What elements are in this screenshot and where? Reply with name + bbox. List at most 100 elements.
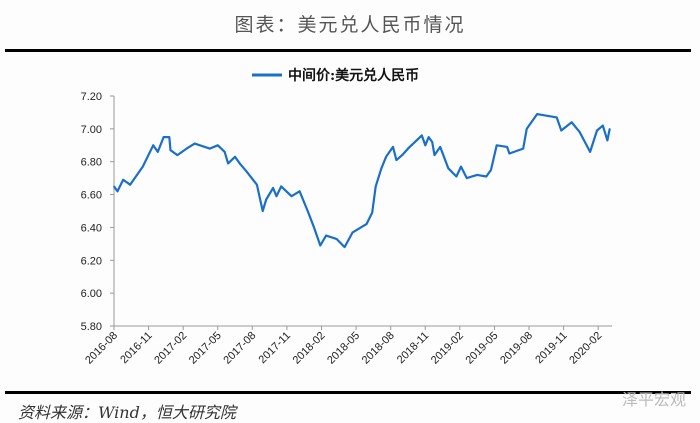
y-tick-label: 5.80 bbox=[81, 321, 102, 333]
data-point bbox=[312, 224, 315, 227]
data-point bbox=[490, 169, 492, 171]
data-point bbox=[306, 210, 309, 212]
data-point bbox=[427, 136, 430, 138]
y-tick-label: 6.80 bbox=[81, 157, 102, 169]
y-tick-label: 6.60 bbox=[81, 190, 102, 202]
x-tick-label: 2019-02 bbox=[429, 330, 466, 367]
data-point bbox=[522, 147, 525, 150]
data-point bbox=[325, 234, 327, 237]
x-tick-label: 2019-08 bbox=[498, 330, 535, 367]
x-tick-label: 2017-05 bbox=[187, 330, 224, 367]
data-point bbox=[439, 146, 442, 148]
data-point bbox=[176, 154, 179, 156]
data-point bbox=[601, 124, 604, 127]
data-point bbox=[447, 167, 450, 170]
data-point bbox=[589, 151, 591, 153]
data-point bbox=[407, 147, 409, 150]
data-point bbox=[351, 231, 354, 234]
x-tick-label: 2018-02 bbox=[291, 330, 328, 367]
data-point bbox=[142, 165, 144, 168]
x-tick-label: 2019-05 bbox=[464, 330, 501, 367]
data-point bbox=[256, 183, 258, 186]
data-point bbox=[465, 177, 468, 179]
data-point bbox=[343, 246, 346, 248]
y-tick-label: 6.20 bbox=[81, 255, 102, 267]
y-tick-label: 7.20 bbox=[81, 91, 102, 103]
data-point bbox=[395, 159, 398, 161]
data-point bbox=[401, 154, 403, 156]
x-tick-label: 2017-11 bbox=[257, 330, 293, 366]
data-point bbox=[185, 147, 188, 150]
data-point bbox=[261, 210, 264, 212]
bottom-rule bbox=[5, 391, 691, 394]
x-tick-label: 2018-11 bbox=[395, 330, 431, 366]
data-point bbox=[238, 162, 241, 165]
x-tick-label: 2016-11 bbox=[118, 330, 154, 366]
data-point bbox=[508, 152, 511, 155]
data-point bbox=[335, 238, 338, 240]
data-point bbox=[265, 198, 267, 201]
data-point bbox=[113, 185, 115, 188]
data-point bbox=[596, 129, 598, 132]
data-point bbox=[272, 187, 274, 189]
data-point bbox=[374, 185, 377, 188]
x-tick-label: 2019-11 bbox=[533, 330, 569, 366]
data-point bbox=[495, 144, 498, 147]
data-point bbox=[152, 144, 154, 147]
data-point bbox=[608, 128, 611, 130]
data-point bbox=[208, 147, 211, 150]
data-point bbox=[392, 146, 394, 148]
y-tick-label: 6.40 bbox=[81, 222, 102, 234]
figure-title: 图表：美元兑人民币情况 bbox=[234, 14, 466, 36]
data-point bbox=[157, 151, 159, 153]
data-point bbox=[570, 121, 573, 124]
x-tick-label: 2017-02 bbox=[152, 330, 189, 367]
data-point bbox=[424, 144, 427, 147]
data-point bbox=[365, 223, 368, 225]
data-point bbox=[380, 167, 383, 170]
series-line-usd-cny bbox=[113, 112, 611, 249]
data-point bbox=[385, 155, 387, 158]
data-point bbox=[525, 128, 528, 130]
data-point bbox=[223, 151, 226, 153]
source-note: 资料来源：Wind，恒大研究院 bbox=[18, 403, 236, 422]
data-point bbox=[122, 178, 125, 181]
data-point bbox=[319, 244, 322, 247]
data-point bbox=[433, 154, 436, 156]
data-point bbox=[455, 175, 458, 178]
data-point bbox=[460, 165, 462, 168]
data-point bbox=[168, 136, 171, 138]
data-point bbox=[506, 146, 508, 148]
data-point bbox=[116, 190, 119, 193]
x-tick-label: 2016-08 bbox=[83, 330, 120, 367]
data-point bbox=[298, 190, 301, 193]
top-rule bbox=[5, 49, 691, 52]
data-point bbox=[290, 195, 293, 198]
data-point bbox=[476, 174, 478, 176]
data-point bbox=[431, 141, 433, 143]
data-point bbox=[485, 175, 488, 178]
data-point bbox=[193, 142, 196, 145]
x-tick-label: 2018-08 bbox=[360, 330, 397, 367]
data-point bbox=[129, 183, 131, 186]
data-point bbox=[227, 162, 229, 165]
data-point bbox=[280, 185, 282, 188]
data-point bbox=[162, 136, 165, 138]
data-point bbox=[555, 116, 558, 119]
data-point bbox=[536, 113, 538, 115]
y-tick-label: 7.00 bbox=[81, 124, 102, 136]
x-tick-label: 2018-05 bbox=[325, 330, 362, 367]
data-point bbox=[245, 170, 248, 173]
data-point bbox=[216, 144, 219, 147]
data-point bbox=[606, 139, 609, 142]
data-point bbox=[371, 211, 374, 214]
x-tick-label: 2017-08 bbox=[221, 330, 258, 367]
data-point bbox=[275, 195, 278, 198]
data-point bbox=[169, 149, 172, 152]
data-point bbox=[578, 131, 581, 133]
x-tick-label: 2020-02 bbox=[567, 330, 604, 367]
legend-label: 中间价:美元兑人民币 bbox=[288, 67, 419, 84]
data-point bbox=[560, 129, 563, 132]
